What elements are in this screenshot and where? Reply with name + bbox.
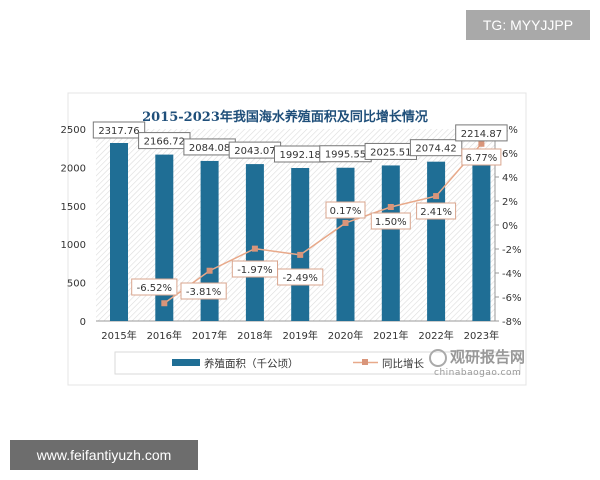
growth-line [163, 143, 482, 304]
line-marker [161, 300, 168, 307]
growth-value-label: -1.97% [237, 265, 272, 276]
bar [472, 150, 491, 321]
bar-value-label: 2074.42 [415, 144, 456, 155]
logo: 观研报告网 chinabaogao.com [429, 348, 525, 378]
bar [110, 142, 128, 321]
legend-bar-label: 养殖面积（千公顷） [204, 357, 299, 370]
right-tick-label: -2% [502, 245, 521, 256]
left-tick-label: 1000 [61, 240, 86, 251]
x-tick-label: 2021年 [373, 329, 408, 342]
bar-value-label: 1995.55 [325, 150, 366, 161]
growth-value-label-box [416, 202, 457, 220]
bar-value-label: 2084.08 [189, 143, 230, 154]
growth-value-label: -6.52% [137, 283, 172, 294]
left-tick-label: 1500 [61, 202, 86, 213]
growth-value-label: 0.17% [330, 206, 362, 217]
left-tick-label: 500 [67, 279, 86, 290]
growth-value-label-box [131, 278, 178, 296]
bar [427, 161, 446, 321]
right-tick-label: 6% [502, 149, 518, 160]
bar-value-label: 2317.76 [98, 126, 139, 137]
x-tick-label: 2017年 [192, 329, 227, 342]
growth-value-label-box [461, 148, 502, 166]
watermark-tg: TG: MYYJJPP [466, 10, 590, 40]
legend-line-label: 同比增长 [382, 357, 424, 370]
right-tick-label: -4% [502, 269, 521, 280]
bar-value-label-box [455, 124, 508, 142]
growth-value-label-box [277, 268, 324, 286]
logo-icon [429, 349, 447, 367]
line-marker [342, 219, 349, 226]
bar-value-label: 2166.72 [144, 137, 185, 148]
growth-value-label: 6.77% [466, 153, 498, 164]
line-marker [478, 140, 485, 147]
x-tick-label: 2023年 [464, 329, 499, 342]
x-tick-label: 2020年 [328, 329, 363, 342]
legend-line-marker [362, 359, 368, 365]
right-tick-label: 8% [502, 125, 518, 136]
growth-value-label-box [370, 212, 411, 230]
growth-value-label-box [325, 201, 366, 219]
bar-value-label: 2043.07 [234, 146, 275, 157]
x-tick-label: 2015年 [101, 329, 136, 342]
x-tick-label: 2019年 [282, 329, 317, 342]
left-tick-label: 2500 [61, 125, 86, 136]
left-tick-label: 2000 [61, 163, 86, 174]
growth-value-label-box [180, 282, 227, 300]
bar [155, 154, 174, 321]
legend-bar-swatch [172, 359, 200, 366]
watermark-url: www.feifantiyuzh.com [10, 440, 198, 470]
x-tick-label: 2018年 [237, 329, 272, 342]
legend: 养殖面积（千公顷） 同比增长 [114, 351, 521, 375]
growth-value-label: -2.49% [283, 273, 318, 284]
growth-value-label: 1.50% [375, 217, 407, 228]
x-tick-label: 2016年 [147, 329, 182, 342]
growth-value-label: 2.41% [420, 207, 452, 218]
right-tick-label: -6% [502, 293, 521, 304]
right-tick-label: 4% [502, 173, 518, 184]
right-tick-label: -8% [502, 317, 521, 328]
bar-value-label: 2025.51 [370, 147, 411, 158]
bar-value-label-box [409, 139, 463, 157]
line-marker [251, 245, 258, 252]
x-tick-label: 2022年 [418, 329, 453, 342]
bar [381, 165, 400, 321]
bar [336, 167, 355, 321]
bar [245, 164, 264, 321]
chart-title: 2015-2023年我国海水养殖面积及同比增长情况 [142, 109, 428, 125]
bar [291, 168, 310, 321]
bar-value-label: 1992.18 [280, 150, 321, 161]
bar [200, 160, 219, 321]
right-tick-label: 2% [502, 197, 518, 208]
line-marker [387, 204, 394, 210]
right-tick-label: 0% [502, 221, 518, 232]
line-marker [206, 267, 213, 274]
bar-value-label: 2214.87 [461, 129, 502, 140]
logo-url: chinabaogao.com [434, 368, 521, 378]
line-marker [297, 251, 304, 258]
bar-value-label-box [92, 121, 146, 139]
growth-value-label: -3.81% [186, 287, 221, 298]
logo-name: 观研报告网 [450, 348, 525, 366]
left-tick-label: 0 [80, 317, 86, 328]
line-marker [433, 193, 440, 200]
